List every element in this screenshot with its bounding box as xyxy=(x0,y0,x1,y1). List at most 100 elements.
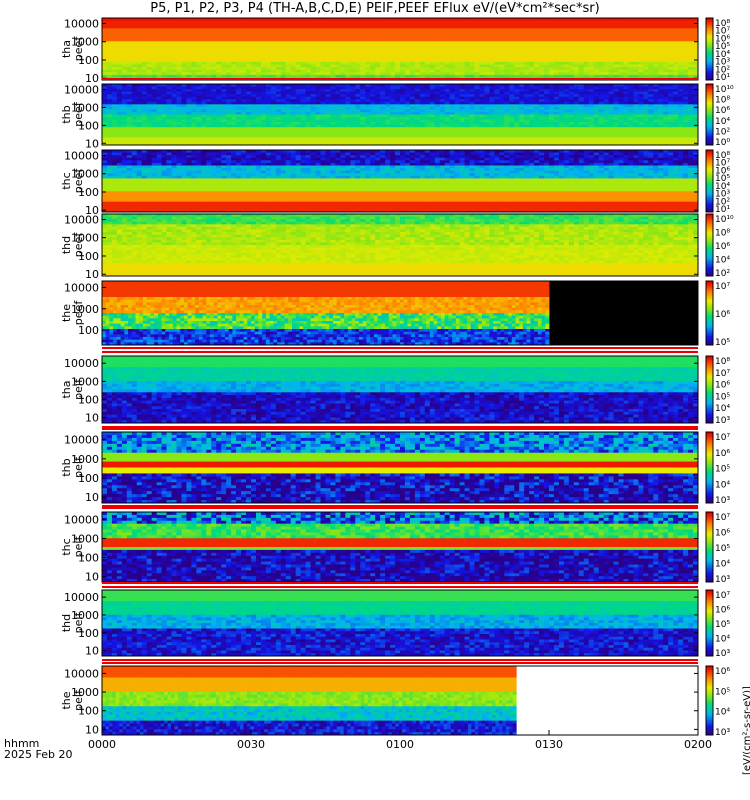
heatmap-cell xyxy=(166,117,172,120)
heatmap-cell xyxy=(365,124,371,128)
heatmap-cell xyxy=(623,33,629,37)
heatmap-cell xyxy=(141,114,148,118)
heatmap-cell xyxy=(429,137,436,141)
heatmap-cell xyxy=(608,46,614,50)
heatmap-cell xyxy=(693,67,699,71)
heatmap-cell xyxy=(464,101,470,105)
heatmap-cell xyxy=(146,89,153,93)
heatmap-cell xyxy=(464,36,470,40)
heatmap-cell xyxy=(305,20,311,24)
heatmap-cell xyxy=(156,124,162,128)
heatmap-cell xyxy=(504,139,510,143)
heatmap-cell xyxy=(106,36,113,40)
heatmap-cell xyxy=(181,28,187,32)
heatmap-cell xyxy=(315,104,321,108)
heatmap-cell xyxy=(241,94,247,98)
heatmap-cell xyxy=(380,111,386,115)
heatmap-cell xyxy=(216,89,222,93)
heatmap-cell xyxy=(345,54,351,58)
heatmap-cell xyxy=(216,49,222,52)
heatmap-cell xyxy=(131,23,138,27)
heatmap-cell xyxy=(126,127,133,131)
heatmap-cell xyxy=(201,129,207,133)
heatmap-cell xyxy=(300,28,307,32)
heatmap-cell xyxy=(270,122,277,126)
heatmap-cell xyxy=(419,104,426,108)
heatmap-cell xyxy=(126,23,133,27)
heatmap-cell xyxy=(419,96,426,100)
heatmap-cell xyxy=(221,64,227,68)
heatmap-cell xyxy=(370,139,376,143)
heatmap-cell xyxy=(211,122,217,126)
heatmap-cell xyxy=(623,30,629,34)
heatmap-cell xyxy=(519,46,525,50)
heatmap-cell xyxy=(375,111,381,115)
heatmap-cell xyxy=(285,132,292,136)
heatmap-cell xyxy=(494,96,500,100)
heatmap-cell xyxy=(608,64,614,68)
heatmap-cell xyxy=(499,69,505,73)
heatmap-cell xyxy=(658,59,664,63)
heatmap-cell xyxy=(141,109,148,113)
heatmap-cell xyxy=(121,111,128,115)
heatmap-cell xyxy=(186,91,192,95)
heatmap-cell xyxy=(265,114,272,118)
heatmap-cell xyxy=(325,51,331,55)
heatmap-cell xyxy=(583,36,590,40)
heatmap-cell xyxy=(255,134,262,138)
heatmap-cell xyxy=(320,36,326,40)
heatmap-cell xyxy=(424,23,431,27)
heatmap-cell xyxy=(166,61,172,65)
heatmap-cell xyxy=(305,69,311,73)
heatmap-cell xyxy=(116,18,123,21)
heatmap-cell xyxy=(603,18,609,21)
heatmap-cell xyxy=(201,33,207,37)
heatmap-cell xyxy=(251,64,257,68)
heatmap-cell xyxy=(553,54,560,58)
heatmap-cell xyxy=(260,30,267,34)
heatmap-cell xyxy=(206,142,212,146)
heatmap-cell xyxy=(454,99,460,103)
heatmap-cell xyxy=(549,69,555,73)
heatmap-cell xyxy=(603,74,609,78)
heatmap-cell xyxy=(330,23,336,27)
heatmap-cell xyxy=(549,28,555,32)
heatmap-cell xyxy=(251,49,257,52)
heatmap-cell xyxy=(211,101,217,105)
heatmap-cell xyxy=(424,86,431,90)
heatmap-cell xyxy=(300,127,307,131)
heatmap-cell xyxy=(121,67,128,71)
heatmap-cell xyxy=(186,139,192,143)
heatmap-cell xyxy=(265,36,272,40)
heatmap-cell xyxy=(191,119,197,123)
heatmap-cell xyxy=(688,61,694,65)
heatmap-cell xyxy=(196,18,202,21)
heatmap-cell xyxy=(424,64,431,68)
heatmap-cell xyxy=(484,74,490,78)
heatmap-cell xyxy=(444,99,451,103)
heatmap-cell xyxy=(593,30,600,34)
heatmap-cell xyxy=(414,54,421,58)
heatmap-cell xyxy=(161,111,167,115)
heatmap-cell xyxy=(196,89,202,93)
heatmap-cell xyxy=(305,25,311,29)
heatmap-cell xyxy=(688,51,694,55)
heatmap-cell xyxy=(350,99,356,103)
heatmap-cell xyxy=(146,114,153,118)
heatmap-cell xyxy=(181,46,187,50)
heatmap-cell xyxy=(265,54,272,58)
heatmap-cell xyxy=(270,18,277,21)
heatmap-cell xyxy=(320,127,326,131)
heatmap-cell xyxy=(171,33,177,37)
heatmap-cell xyxy=(186,69,192,73)
heatmap-cell xyxy=(295,61,302,65)
heatmap-cell xyxy=(290,46,297,50)
heatmap-cell xyxy=(201,28,207,32)
heatmap-cell xyxy=(102,124,108,128)
heatmap-cell xyxy=(315,38,321,42)
heatmap-cell xyxy=(539,28,545,32)
heatmap-cell xyxy=(131,127,138,131)
heatmap-cell xyxy=(484,139,490,143)
heatmap-cell xyxy=(260,56,267,60)
heatmap-cell xyxy=(409,89,416,93)
